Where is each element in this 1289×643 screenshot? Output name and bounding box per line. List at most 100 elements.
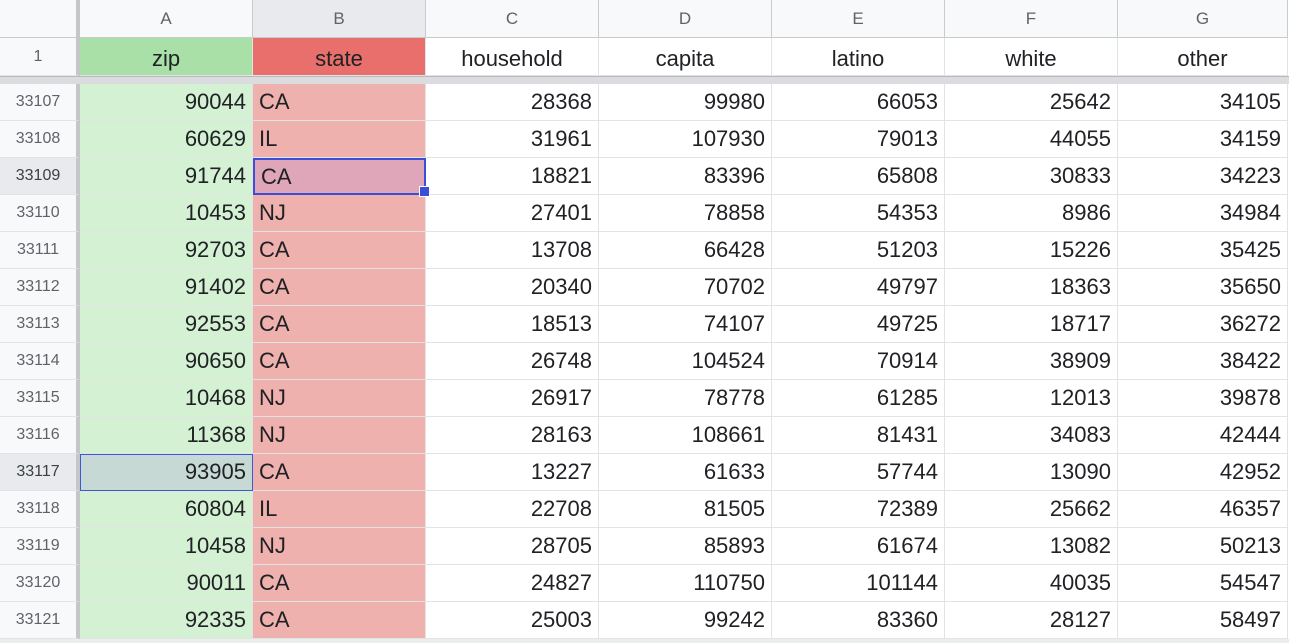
cell-household[interactable]: 20340 bbox=[426, 269, 599, 306]
cell-latino[interactable]: 51203 bbox=[772, 232, 945, 269]
cell-capita[interactable]: 85893 bbox=[599, 528, 772, 565]
header-cell-household[interactable]: household bbox=[426, 38, 599, 76]
cell-state[interactable]: CA bbox=[253, 454, 426, 491]
cell-latino[interactable]: 61674 bbox=[772, 528, 945, 565]
row-number[interactable]: 33121 bbox=[0, 602, 80, 639]
cell-household[interactable]: 31961 bbox=[426, 121, 599, 158]
cell-capita[interactable]: 74107 bbox=[599, 306, 772, 343]
cell-other[interactable]: 42444 bbox=[1118, 417, 1288, 454]
cell-capita[interactable]: 61633 bbox=[599, 454, 772, 491]
row-number[interactable]: 33118 bbox=[0, 491, 80, 528]
cell-latino[interactable]: 49725 bbox=[772, 306, 945, 343]
select-all-corner[interactable] bbox=[0, 0, 80, 38]
header-cell-latino[interactable]: latino bbox=[772, 38, 945, 76]
cell-household[interactable]: 18513 bbox=[426, 306, 599, 343]
cell-white[interactable]: 30833 bbox=[945, 158, 1118, 195]
column-header-d[interactable]: D bbox=[599, 0, 772, 38]
cell-other[interactable]: 38422 bbox=[1118, 343, 1288, 380]
row-number[interactable]: 33117 bbox=[0, 454, 80, 491]
header-cell-capita[interactable]: capita bbox=[599, 38, 772, 76]
header-cell-zip[interactable]: zip bbox=[80, 38, 253, 76]
cell-latino[interactable]: 65808 bbox=[772, 158, 945, 195]
cell-household[interactable]: 13708 bbox=[426, 232, 599, 269]
cell-other[interactable]: 42952 bbox=[1118, 454, 1288, 491]
cell-other[interactable]: 46357 bbox=[1118, 491, 1288, 528]
cell-household[interactable]: 25003 bbox=[426, 602, 599, 639]
cell-other[interactable]: 34159 bbox=[1118, 121, 1288, 158]
cell-state[interactable]: NJ bbox=[253, 417, 426, 454]
cell-capita[interactable]: 66428 bbox=[599, 232, 772, 269]
row-number[interactable]: 33114 bbox=[0, 343, 80, 380]
cell-household[interactable]: 28368 bbox=[426, 84, 599, 121]
freeze-divider[interactable] bbox=[0, 76, 1289, 84]
cell-zip[interactable]: 92703 bbox=[80, 232, 253, 269]
cell-latino[interactable]: 61285 bbox=[772, 380, 945, 417]
cell-white[interactable]: 13090 bbox=[945, 454, 1118, 491]
row-number[interactable]: 33119 bbox=[0, 528, 80, 565]
row-number[interactable]: 33112 bbox=[0, 269, 80, 306]
fill-handle[interactable] bbox=[419, 186, 430, 197]
cell-white[interactable]: 8986 bbox=[945, 195, 1118, 232]
cell-state[interactable]: CA bbox=[253, 269, 426, 306]
cell-capita[interactable]: 81505 bbox=[599, 491, 772, 528]
cell-household[interactable]: 26748 bbox=[426, 343, 599, 380]
cell-latino[interactable]: 66053 bbox=[772, 84, 945, 121]
cell-household[interactable]: 28705 bbox=[426, 528, 599, 565]
cell-white[interactable]: 15226 bbox=[945, 232, 1118, 269]
cell-household[interactable]: 24827 bbox=[426, 565, 599, 602]
cell-white[interactable]: 40035 bbox=[945, 565, 1118, 602]
row-number[interactable]: 33113 bbox=[0, 306, 80, 343]
cell-other[interactable]: 35425 bbox=[1118, 232, 1288, 269]
cell-state[interactable]: IL bbox=[253, 121, 426, 158]
cell-zip[interactable]: 91744 bbox=[80, 158, 253, 195]
cell-state[interactable]: CA bbox=[253, 602, 426, 639]
cell-zip[interactable]: 10458 bbox=[80, 528, 253, 565]
cell-state[interactable]: CA bbox=[253, 84, 426, 121]
cell-white[interactable]: 12013 bbox=[945, 380, 1118, 417]
cell-zip[interactable]: 93905 bbox=[80, 454, 253, 491]
cell-other[interactable]: 54547 bbox=[1118, 565, 1288, 602]
cell-capita[interactable]: 99980 bbox=[599, 84, 772, 121]
cell-household[interactable]: 26917 bbox=[426, 380, 599, 417]
row-number[interactable]: 33107 bbox=[0, 84, 80, 121]
cell-other[interactable]: 35650 bbox=[1118, 269, 1288, 306]
cell-white[interactable]: 34083 bbox=[945, 417, 1118, 454]
column-header-e[interactable]: E bbox=[772, 0, 945, 38]
cell-latino[interactable]: 72389 bbox=[772, 491, 945, 528]
header-cell-white[interactable]: white bbox=[945, 38, 1118, 76]
column-header-b[interactable]: B bbox=[253, 0, 426, 38]
cell-other[interactable]: 36272 bbox=[1118, 306, 1288, 343]
cell-white[interactable]: 18717 bbox=[945, 306, 1118, 343]
cell-state[interactable]: CA bbox=[253, 232, 426, 269]
row-number[interactable]: 1 bbox=[0, 38, 80, 76]
cell-zip[interactable]: 60629 bbox=[80, 121, 253, 158]
cell-white[interactable]: 44055 bbox=[945, 121, 1118, 158]
cell-capita[interactable]: 70702 bbox=[599, 269, 772, 306]
row-number[interactable]: 33109 bbox=[0, 158, 80, 195]
cell-state[interactable]: NJ bbox=[253, 528, 426, 565]
cell-other[interactable]: 50213 bbox=[1118, 528, 1288, 565]
cell-state[interactable]: CA bbox=[253, 343, 426, 380]
cell-latino[interactable]: 83360 bbox=[772, 602, 945, 639]
row-number[interactable]: 33110 bbox=[0, 195, 80, 232]
cell-white[interactable]: 13082 bbox=[945, 528, 1118, 565]
cell-zip[interactable]: 92553 bbox=[80, 306, 253, 343]
cell-state[interactable]: CA bbox=[253, 306, 426, 343]
cell-zip[interactable]: 90011 bbox=[80, 565, 253, 602]
cell-zip[interactable]: 92335 bbox=[80, 602, 253, 639]
cell-other[interactable]: 34984 bbox=[1118, 195, 1288, 232]
cell-capita[interactable]: 110750 bbox=[599, 565, 772, 602]
cell-latino[interactable]: 54353 bbox=[772, 195, 945, 232]
cell-other[interactable]: 34105 bbox=[1118, 84, 1288, 121]
row-number[interactable]: 33116 bbox=[0, 417, 80, 454]
cell-zip[interactable]: 90044 bbox=[80, 84, 253, 121]
cell-other[interactable]: 34223 bbox=[1118, 158, 1288, 195]
cell-capita[interactable]: 83396 bbox=[599, 158, 772, 195]
cell-household[interactable]: 13227 bbox=[426, 454, 599, 491]
row-number[interactable]: 33120 bbox=[0, 565, 80, 602]
cell-zip[interactable]: 91402 bbox=[80, 269, 253, 306]
cell-white[interactable]: 28127 bbox=[945, 602, 1118, 639]
column-header-c[interactable]: C bbox=[426, 0, 599, 38]
cell-zip[interactable]: 10453 bbox=[80, 195, 253, 232]
